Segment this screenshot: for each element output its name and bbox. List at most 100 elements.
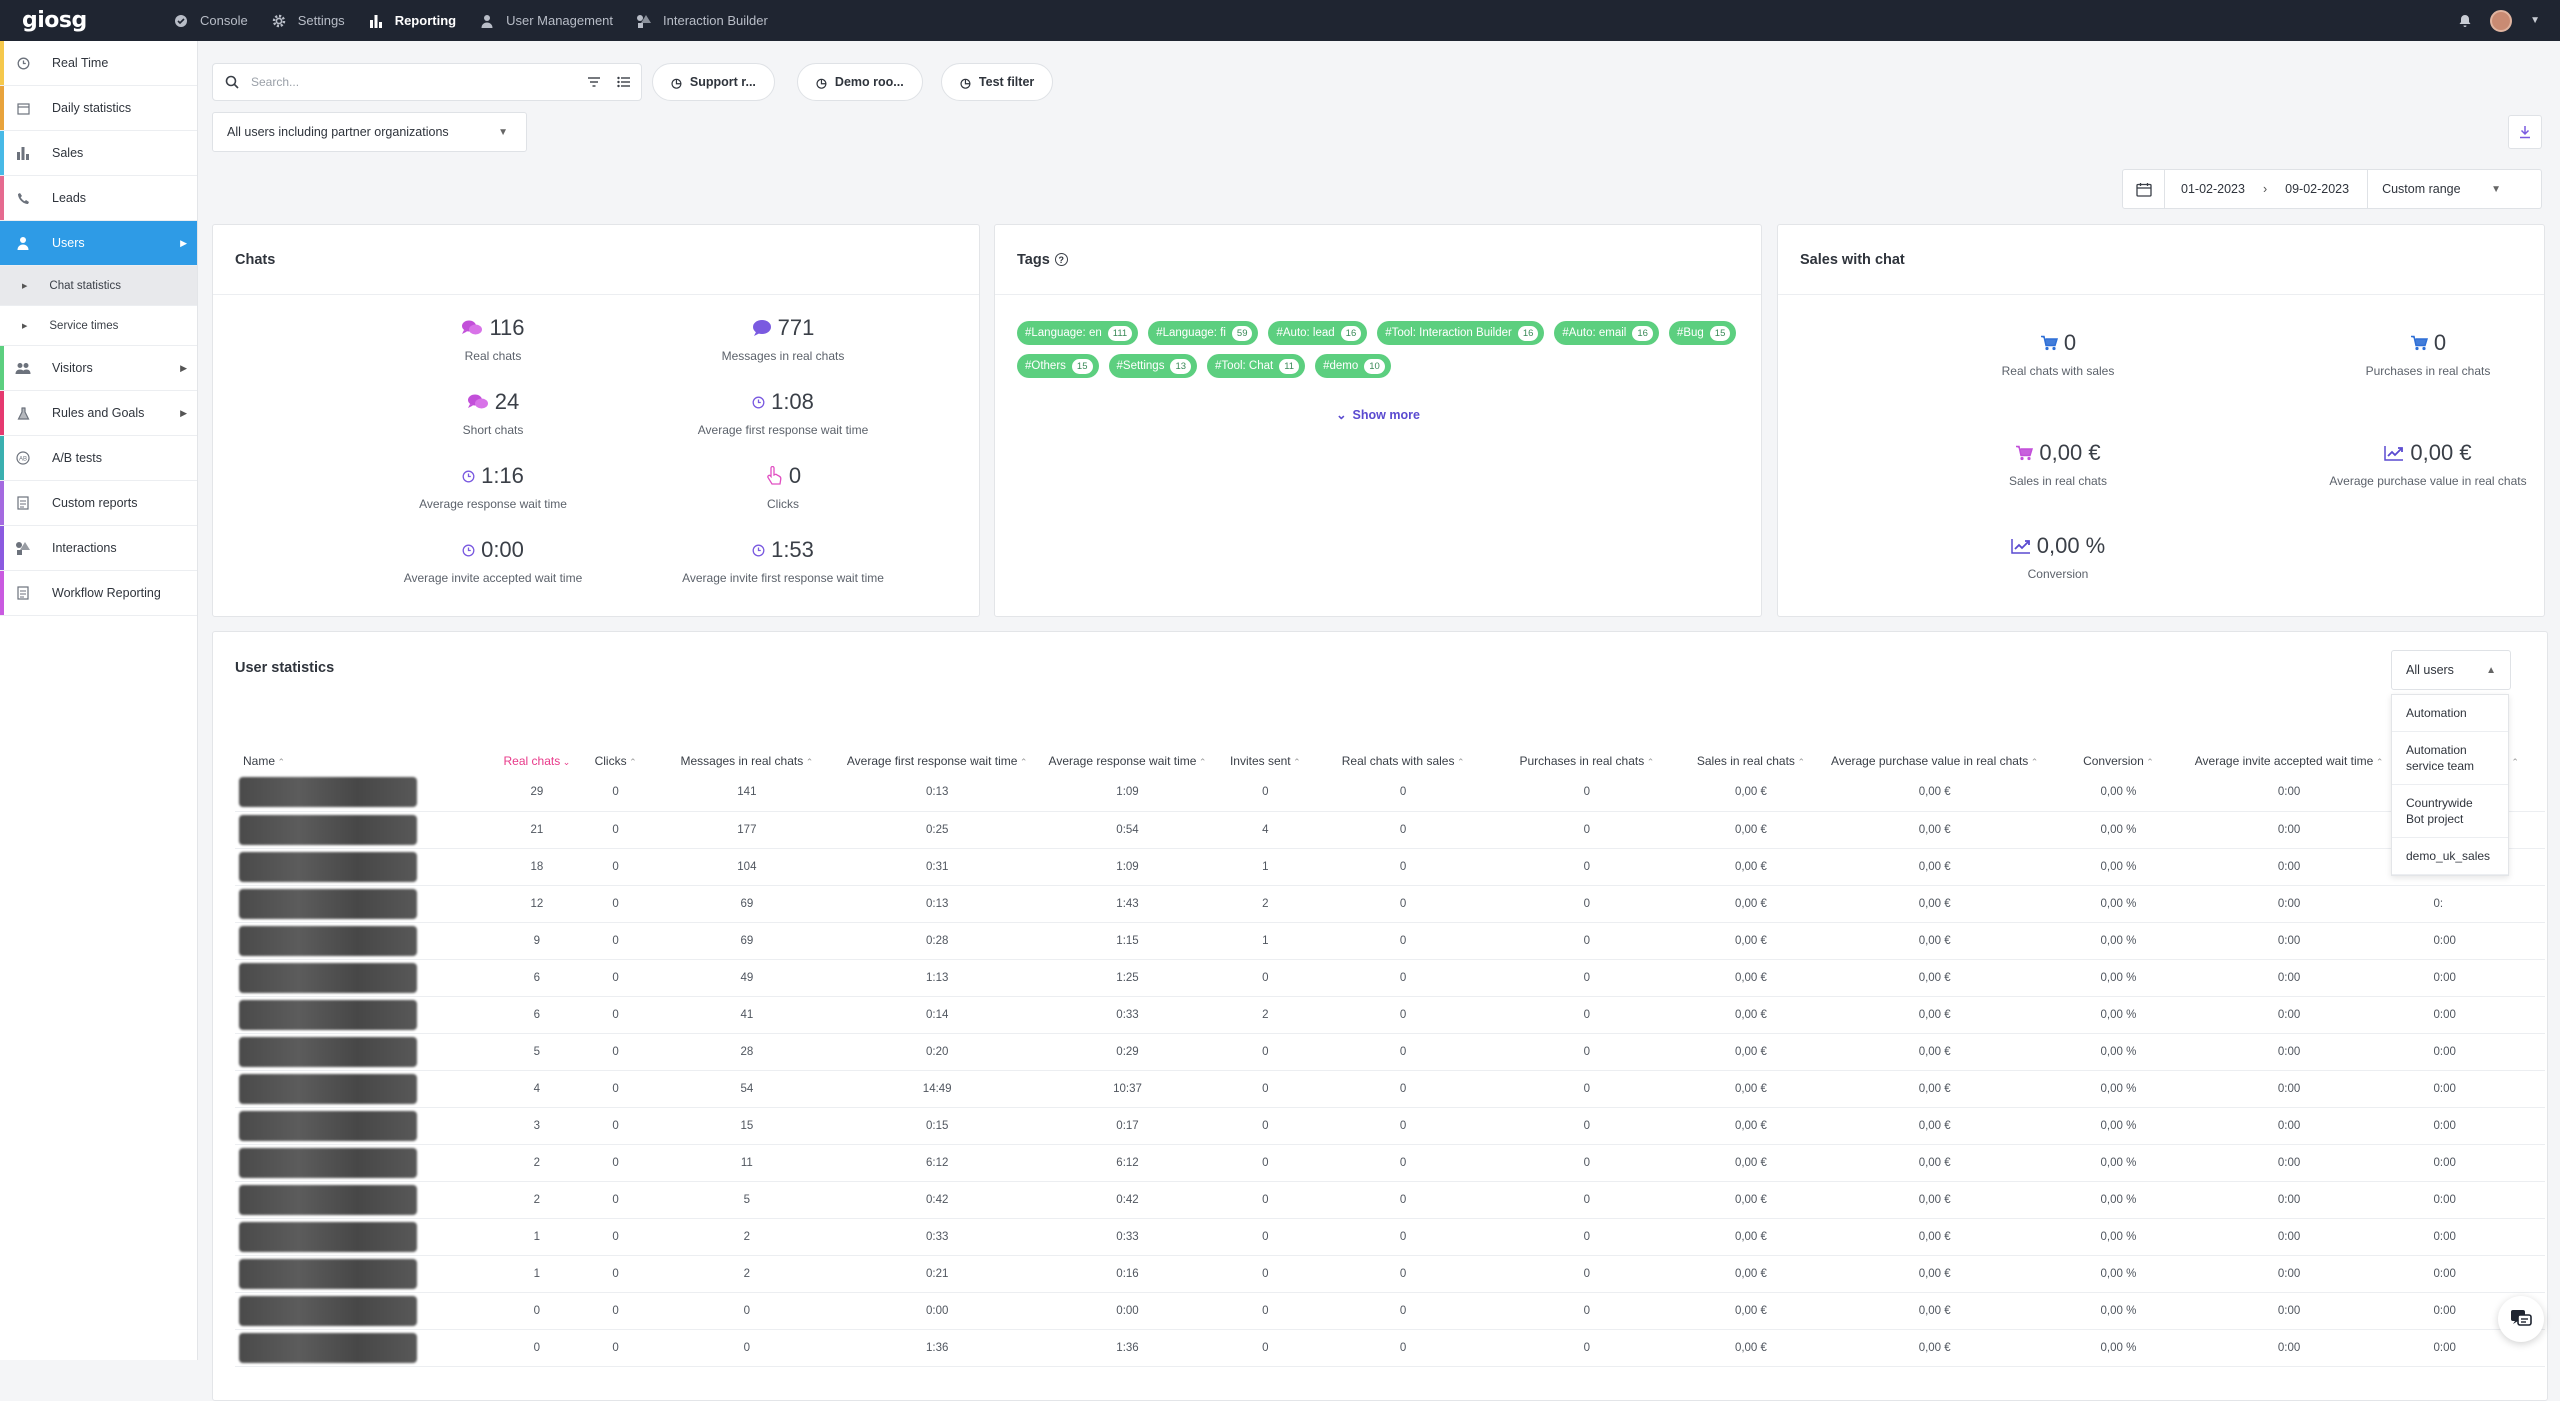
tag-language-fi[interactable]: #Language: fi 59 xyxy=(1148,321,1259,345)
sidebar-subitem-service-times[interactable]: ▶ Service times xyxy=(0,306,197,346)
tag-language-en[interactable]: #Language: en 111 xyxy=(1017,321,1139,345)
giosg-logo[interactable]: giosg xyxy=(22,8,87,33)
sidebar-subitem-chat-statistics[interactable]: ▶ Chat statistics xyxy=(0,266,197,306)
sidebar-item-custom-reports[interactable]: Custom reports xyxy=(0,481,197,526)
column-header-average-first-response-wait-time[interactable]: Average first response wait time ⌃ xyxy=(839,732,1036,774)
stat-label: Messages in real chats xyxy=(721,349,845,363)
table-cell: 69 xyxy=(655,922,839,960)
table-row[interactable]: 0 0 0 1:36 1:36 0 0 0 0,00 €0,00 €0,00 % 0:00 0:00 xyxy=(235,1329,2545,1367)
sidebar-item-leads[interactable]: Leads xyxy=(0,176,197,221)
search-input[interactable]: Search... xyxy=(251,75,300,89)
calendar-icon[interactable] xyxy=(2123,170,2165,208)
column-header-messages-in-real-chats[interactable]: Messages in real chats ⌃ xyxy=(655,732,839,774)
nav-reporting[interactable]: Reporting xyxy=(367,0,478,41)
column-header-real-chats-with-sales[interactable]: Real chats with sales ⌃ xyxy=(1311,732,1495,774)
sidebar-item-real-time[interactable]: Real Time xyxy=(0,41,197,86)
table-cell: 0,00 € xyxy=(1823,996,2047,1034)
tag-auto-lead[interactable]: #Auto: lead 16 xyxy=(1268,321,1368,345)
table-row[interactable]: 0 0 0 0:00 0:00 0 0 0 0,00 €0,00 €0,00 % 0:00 0:00 xyxy=(235,1292,2545,1330)
table-row[interactable]: 2 0 11 6:12 6:12 0 0 0 0,00 €0,00 €0,00 % 0:00 0:0… xyxy=(235,1144,2545,1182)
user-filter-select[interactable]: All users ▲ xyxy=(2391,650,2511,690)
column-header-average-purchase-value-in-real-chats[interactable]: Average purchase value in real chats ⌃ xyxy=(1823,732,2046,774)
column-header-purchases-in-real-chats[interactable]: Purchases in real chats ⌃ xyxy=(1495,732,1679,774)
start-date-input[interactable]: 01-02-2023 xyxy=(2181,182,2245,196)
nav-console[interactable]: Console xyxy=(172,0,270,41)
table-cell: 0,00 € xyxy=(1823,959,2047,997)
tag-demo[interactable]: #demo 10 xyxy=(1315,354,1391,378)
table-row[interactable]: 2 0 5 0:42 0:42 0 0 0 0,00 €0,00 €0,00 % 0:00 0:00 xyxy=(235,1181,2545,1219)
tag-settings[interactable]: #Settings 13 xyxy=(1108,354,1198,378)
column-header-name[interactable]: Name ⌃ xyxy=(235,732,498,774)
table-cell: 0 xyxy=(1311,1255,1495,1293)
column-header-average-response-wait-time[interactable]: Average response wait time ⌃ xyxy=(1036,732,1220,774)
table-row[interactable]: 3 0 15 0:15 0:17 0 0 0 0,00 €0,00 €0,00 % 0:00 0:0… xyxy=(235,1107,2545,1145)
tag-others[interactable]: #Others 15 xyxy=(1017,354,1099,378)
user-scope-select[interactable]: All users including partner organization… xyxy=(212,112,527,152)
nav-user-management[interactable]: User Management xyxy=(478,0,635,41)
table-cell: 0:54 xyxy=(1035,811,1220,849)
nav-interaction-builder[interactable]: Interaction Builder xyxy=(635,0,790,41)
table-cell: 0:00 xyxy=(2387,1107,2545,1145)
table-cell: 4 xyxy=(497,1070,577,1108)
table-cell: 0 xyxy=(1495,1218,1679,1256)
table-cell: 0 xyxy=(1219,1218,1312,1256)
search-box[interactable]: Search... xyxy=(212,63,642,101)
user-filter-option[interactable]: Automation service team xyxy=(2392,732,2508,785)
tag-tool-chat[interactable]: #Tool: Chat 11 xyxy=(1207,354,1306,378)
sidebar-item-daily-statistics[interactable]: Daily statistics xyxy=(0,86,197,131)
sidebar-item-rules-and-goals[interactable]: Rules and Goals ▶ xyxy=(0,391,197,436)
filter-chip-support[interactable]: ◷ Support r... xyxy=(652,63,775,101)
sidebar-item-interactions[interactable]: Interactions xyxy=(0,526,197,571)
sidebar-item-sales[interactable]: Sales xyxy=(0,131,197,176)
sidebar-item-workflow-reporting[interactable]: Workflow Reporting xyxy=(0,571,197,616)
column-header-real-chats[interactable]: Real chats ⌄ xyxy=(498,732,577,774)
tag-bug[interactable]: #Bug 15 xyxy=(1668,321,1737,345)
sidebar-item-a-b-tests[interactable]: AB A/B tests xyxy=(0,436,197,481)
table-row[interactable]: 12 0 69 0:13 1:43 2 0 0 0,00 €0,00 €0,00 % 0:00 0: xyxy=(235,885,2545,923)
avatar[interactable] xyxy=(2490,9,2513,32)
help-icon[interactable]: ? xyxy=(1054,253,1068,266)
list-icon[interactable] xyxy=(617,76,631,88)
table-cell: 0,00 € xyxy=(1823,1107,2047,1145)
tag-auto-email[interactable]: #Auto: email 16 xyxy=(1554,321,1659,345)
end-date-input[interactable]: 09-02-2023 xyxy=(2285,182,2350,196)
column-header-clicks[interactable]: Clicks ⌃ xyxy=(576,732,655,774)
download-button[interactable] xyxy=(2508,115,2542,149)
filter-chip-demo[interactable]: ◷ Demo roo... xyxy=(797,63,923,101)
column-header-average-invite-accepted-wait-time[interactable]: Average invite accepted wait time ⌃ xyxy=(2191,732,2388,774)
tag-label: #Language: en xyxy=(1025,327,1102,339)
table-row[interactable]: 5 0 28 0:20 0:29 0 0 0 0,00 €0,00 €0,00 % 0:00 0:0… xyxy=(235,1033,2545,1071)
column-header-invites-sent[interactable]: Invites sent ⌃ xyxy=(1219,732,1311,774)
filter-chip-test[interactable]: ◷ Test filter xyxy=(941,63,1054,101)
filter-icon[interactable] xyxy=(587,76,601,88)
nav-settings[interactable]: Settings xyxy=(270,0,367,41)
table-row[interactable]: 4 0 54 14:49 10:37 0 0 0 0,00 €0,00 €0,00 % 0:00 0… xyxy=(235,1070,2545,1108)
sidebar-item-visitors[interactable]: Visitors ▶ xyxy=(0,346,197,391)
range-preset-select[interactable]: Custom range ▼ xyxy=(2367,170,2515,208)
bell-icon[interactable] xyxy=(2458,14,2472,28)
table-cell: 1:09 xyxy=(1035,848,1220,886)
tag-tool-interaction-builder[interactable]: #Tool: Interaction Builder 16 xyxy=(1377,321,1545,345)
table-row[interactable]: 9 0 69 0:28 1:15 1 0 0 0,00 €0,00 €0,00 % 0:00 0:0… xyxy=(235,922,2545,960)
column-header-conversion[interactable]: Conversion ⌃ xyxy=(2046,732,2190,774)
column-header-sales-in-real-chats[interactable]: Sales in real chats ⌃ xyxy=(1679,732,1823,774)
chevron-down-icon[interactable]: ▼ xyxy=(2530,15,2540,26)
clock-icon xyxy=(462,544,475,557)
sidebar-item-users[interactable]: Users ▶ xyxy=(0,221,197,266)
table-cell: 0 xyxy=(655,1329,839,1367)
user-filter-option[interactable]: Countrywide Bot project xyxy=(2392,785,2508,838)
user-filter-option[interactable]: Automation xyxy=(2392,695,2508,732)
table-row[interactable]: 6 0 49 1:13 1:25 0 0 0 0,00 €0,00 €0,00 % 0:00 0:0… xyxy=(235,959,2545,997)
show-more-link[interactable]: ⌄ Show more xyxy=(1336,408,1420,422)
chat-widget-button[interactable] xyxy=(2498,1296,2544,1342)
table-row[interactable]: 1 0 2 0:21 0:16 0 0 0 0,00 €0,00 €0,00 % 0:00 0:00 xyxy=(235,1255,2545,1293)
table-row[interactable]: 1 0 2 0:33 0:33 0 0 0 0,00 €0,00 €0,00 % 0:00 0:00 xyxy=(235,1218,2545,1256)
table-row[interactable]: 6 0 41 0:14 0:33 2 0 0 0,00 €0,00 €0,00 % 0:00 0:0… xyxy=(235,996,2545,1034)
table-cell: 0 xyxy=(1495,885,1679,923)
table-cell: 0:15 xyxy=(838,1107,1036,1145)
tag-label: #demo xyxy=(1323,360,1359,372)
user-filter-option[interactable]: demo_uk_sales xyxy=(2392,838,2508,875)
